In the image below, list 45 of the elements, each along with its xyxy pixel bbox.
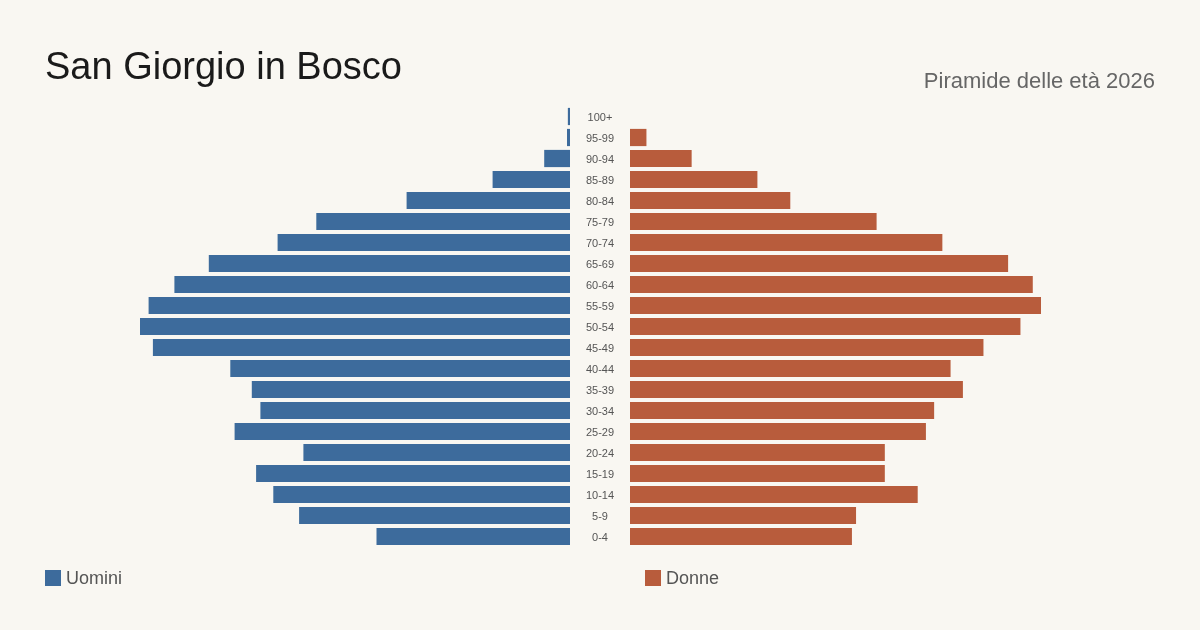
bar	[630, 422, 926, 441]
bar	[630, 380, 963, 399]
bar	[630, 170, 758, 189]
y-tick-label: 45-49	[585, 341, 615, 354]
y-tick-label: 5-9	[592, 509, 608, 522]
chart-title: San Giorgio in Bosco	[45, 45, 402, 87]
legend-label: Donne	[666, 568, 720, 588]
y-tick-label: 20-24	[585, 446, 615, 459]
bar	[630, 254, 1009, 273]
y-tick-label: 55-59	[585, 299, 615, 312]
y-tick-label: 70-74	[585, 236, 615, 249]
y-tick-label: 40-44	[585, 362, 615, 375]
y-tick-label: 0-4	[592, 530, 608, 543]
bar	[630, 527, 852, 546]
bar	[630, 275, 1033, 294]
bar	[630, 464, 885, 483]
y-tick-label: 25-29	[585, 425, 615, 438]
bar	[630, 128, 647, 147]
y-tick-label: 10-14	[585, 488, 615, 501]
y-tick-label: 65-69	[585, 257, 615, 270]
y-tick-label: 90-94	[585, 152, 615, 165]
y-tick-label: 60-64	[585, 278, 615, 291]
legend-label: Uomini	[66, 568, 123, 588]
y-tick-label: 30-34	[585, 404, 615, 417]
bar	[630, 506, 857, 525]
bar	[630, 401, 935, 420]
bar	[630, 443, 885, 462]
bar	[630, 359, 951, 378]
y-tick-label: 75-79	[585, 215, 615, 228]
y-tick-label: 95-99	[585, 131, 615, 144]
y-tick-label: 80-84	[585, 194, 615, 207]
y-tick-label: 85-89	[585, 173, 615, 186]
bar	[630, 191, 791, 210]
bar	[630, 338, 984, 357]
bar	[630, 212, 877, 231]
bar	[630, 149, 692, 168]
y-tick-label: 100+	[587, 110, 613, 123]
y-tick-label: 50-54	[585, 320, 615, 333]
chart-subtitle: Piramide delle età 2026	[923, 67, 1156, 93]
bar	[630, 485, 918, 504]
y-tick-label: 15-19	[585, 467, 615, 480]
y-tick-label: 35-39	[585, 383, 615, 396]
bar	[630, 296, 1041, 315]
bar	[630, 233, 943, 252]
bar	[630, 317, 1021, 336]
